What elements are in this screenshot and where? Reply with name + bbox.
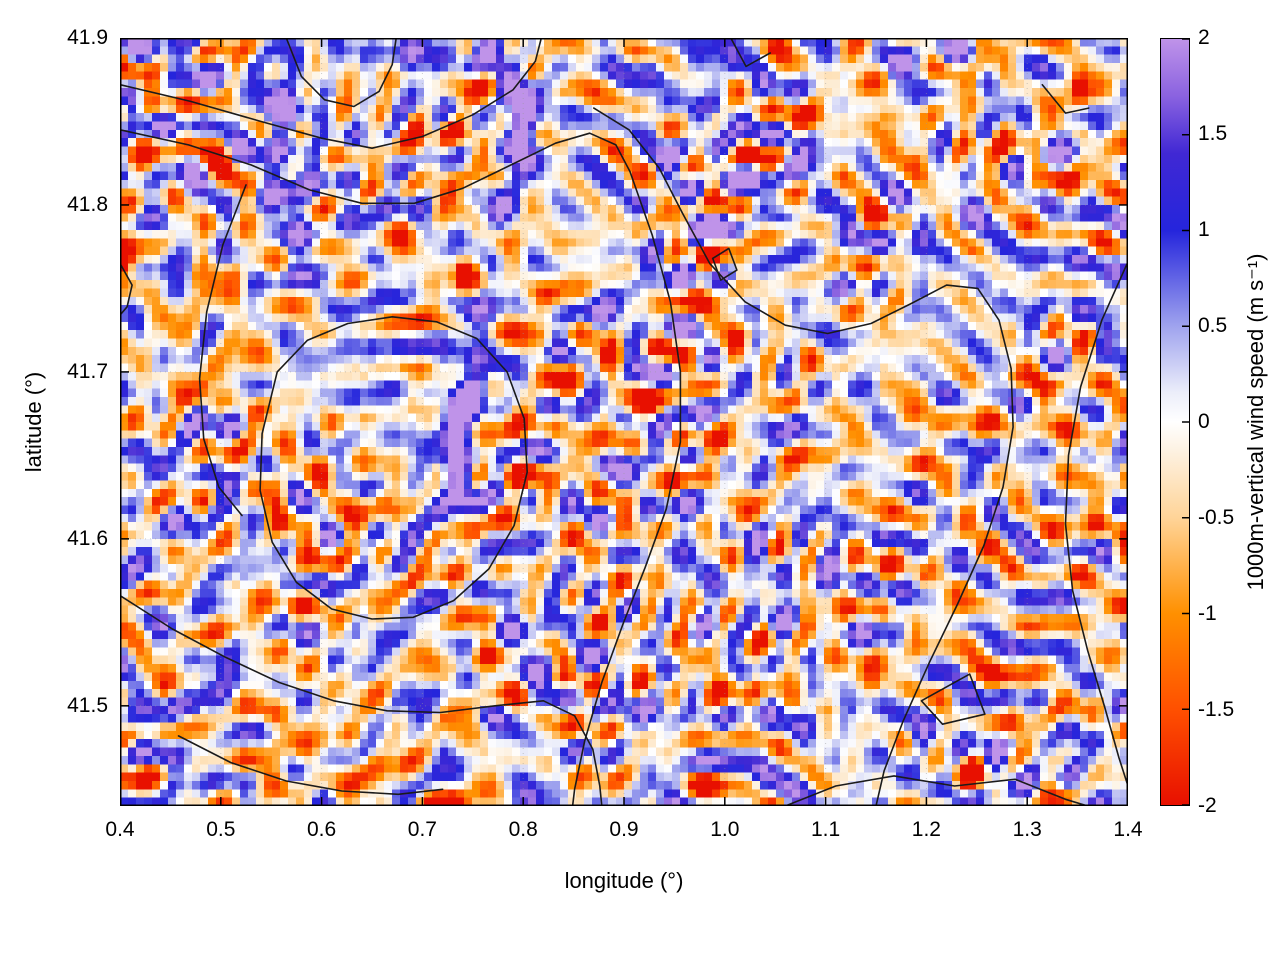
y-tick-label: 41.7 <box>67 359 108 383</box>
colorbar-tick-label: 1.5 <box>1198 122 1228 145</box>
colorbar-tick-label: -1.5 <box>1198 698 1235 721</box>
colorbar-ticks <box>1182 39 1189 805</box>
y-tick-label: 41.5 <box>67 693 108 717</box>
plot-area <box>120 38 1128 806</box>
x-tick-label: 1.3 <box>1012 818 1042 841</box>
x-tick-label: 1.4 <box>1113 818 1143 841</box>
colorbar-tick-label: 0.5 <box>1198 314 1228 337</box>
contour-overlay <box>120 38 1128 806</box>
x-axis-title: longitude (°) <box>564 868 684 893</box>
colorbar <box>1160 38 1190 806</box>
x-tick-label: 0.6 <box>306 818 337 841</box>
colorbar-tick-label: -0.5 <box>1198 506 1235 529</box>
y-tick-label: 41.9 <box>67 26 108 49</box>
x-tick-label: 1.2 <box>911 818 941 841</box>
y-axis-title: latitude (°) <box>21 371 46 473</box>
colorbar-tick-label: 0 <box>1198 410 1210 433</box>
x-tick-label: 0.8 <box>508 818 538 841</box>
x-tick-label: 0.9 <box>609 818 639 841</box>
colorbar-tick-label: 1 <box>1198 218 1210 241</box>
colorbar-title: 1000m-vertical wind speed (m s⁻¹) <box>1243 253 1268 591</box>
y-tick-label: 41.6 <box>67 526 108 550</box>
x-tick-label: 0.4 <box>105 818 135 841</box>
x-tick-label: 0.5 <box>206 818 236 841</box>
x-tick-label: 1.0 <box>710 818 740 841</box>
colorbar-tick-label: 2 <box>1198 26 1210 49</box>
colorbar-tick-label: -2 <box>1198 794 1217 817</box>
colorbar-tick-label: -1 <box>1198 602 1217 625</box>
x-tick-label: 1.1 <box>810 818 841 841</box>
y-tick-label: 41.8 <box>67 192 108 216</box>
x-tick-label: 0.7 <box>407 818 437 841</box>
